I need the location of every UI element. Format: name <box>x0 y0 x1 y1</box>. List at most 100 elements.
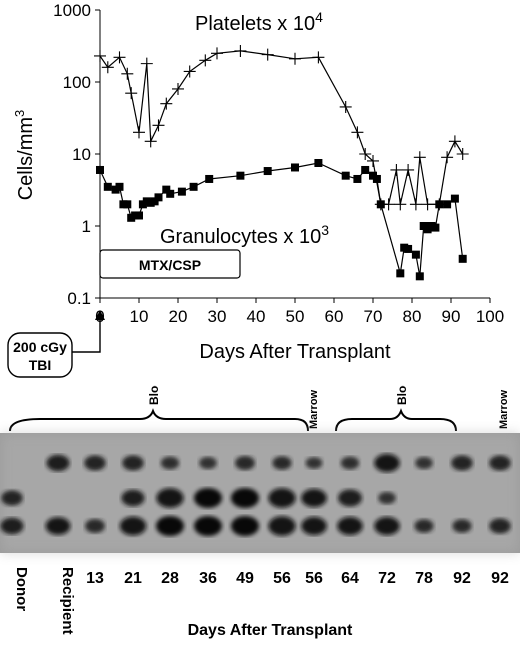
lane-label: 56 <box>305 570 323 587</box>
gel-band <box>268 516 296 536</box>
gel-band <box>1 490 23 506</box>
conditioning-label-line1: 200 cGy <box>13 339 67 355</box>
granulocyte-point <box>162 185 171 194</box>
lane-label: 21 <box>124 570 142 587</box>
gel-band <box>301 488 327 508</box>
gel-band <box>414 519 434 533</box>
gel-band <box>374 453 400 473</box>
gel-band <box>0 517 24 535</box>
gel-band <box>337 516 363 536</box>
lane-label: 49 <box>236 570 254 587</box>
blood-label-1: Blood <box>147 385 161 405</box>
platelet-point <box>113 51 126 64</box>
platelet-point <box>448 135 461 148</box>
gel-band <box>374 516 400 536</box>
platelet-point <box>339 100 352 113</box>
brace-blood-2 <box>335 408 457 432</box>
gel-band <box>272 456 292 470</box>
y-axis-label: Cells/mm3 <box>12 110 37 201</box>
gel-band <box>301 516 327 536</box>
granulocyte-point <box>96 165 104 174</box>
platelets-series-label: Platelets x 104 <box>195 9 323 35</box>
granulocyte-point <box>103 182 112 191</box>
conditioning-arrow <box>72 318 101 353</box>
x-tick-label: 10 <box>130 307 149 326</box>
platelet-point <box>441 151 454 164</box>
gel-band <box>85 519 105 533</box>
granulocyte-point <box>135 211 143 220</box>
granulocyte-point <box>154 193 163 202</box>
gel-band <box>160 456 180 470</box>
granulocyte-point <box>443 200 452 209</box>
gel-band <box>231 488 259 508</box>
y-ticks: 0.1 1 10 100 1000 <box>53 1 100 308</box>
granulocyte-point <box>341 171 350 180</box>
conditioning-box <box>7 332 73 378</box>
granulocyte-point <box>291 163 299 172</box>
gel-band <box>199 456 217 470</box>
top-label-blood-2: Blood <box>335 385 457 432</box>
granulocyte-point <box>450 194 459 203</box>
x-tick-label: 70 <box>364 307 383 326</box>
lane-label: 72 <box>378 570 396 587</box>
lane-label: Recipient <box>59 567 76 635</box>
marrow-label-2: Marrow <box>498 389 510 429</box>
platelet-point <box>421 198 434 211</box>
top-label-blood-1: Blood <box>9 385 309 432</box>
y-tick-label: 0.1 <box>67 289 91 308</box>
gel-band <box>451 455 473 471</box>
gel-panel: Blood Marrow Blood Marrow Donor Recipient… <box>0 385 520 639</box>
granulocyte-point <box>115 182 124 191</box>
lane-labels: Donor Recipient 13 21 28 36 49 56 56 64 72 78 92 92 <box>13 567 509 635</box>
x-tick-label: 60 <box>325 307 344 326</box>
granulocyte-point <box>123 200 132 209</box>
platelet-point <box>234 44 247 57</box>
lane-label: 13 <box>86 570 104 587</box>
x-tick-label: 40 <box>247 307 266 326</box>
treatment-box <box>99 249 241 279</box>
platelet-point <box>351 126 364 139</box>
series-layer <box>94 44 469 281</box>
y-tick-label: 1000 <box>53 1 91 20</box>
gel-band <box>231 516 259 536</box>
platelet-point <box>402 163 415 176</box>
lane-label: 92 <box>491 570 509 587</box>
gel-shading <box>0 433 520 553</box>
lane-label: 36 <box>199 570 217 587</box>
platelet-point <box>101 61 114 74</box>
platelet-point <box>94 49 106 62</box>
granulocyte-point <box>205 174 214 183</box>
x-tick-label: 90 <box>442 307 461 326</box>
gel-band <box>235 456 255 470</box>
granulocyte-point <box>376 200 385 209</box>
gel-band <box>45 517 71 535</box>
gel-band <box>84 455 106 471</box>
treatment-annotation: MTX/CSP <box>99 249 241 279</box>
y-tick-label: 1 <box>82 217 91 236</box>
y-tick-label: 100 <box>63 73 91 92</box>
granulocyte-point <box>353 174 362 183</box>
granulocyte-point <box>166 189 175 198</box>
platelet-point <box>160 97 173 110</box>
x-axis-label: Days After Transplant <box>199 341 391 363</box>
x-tick-label: 100 <box>476 307 504 326</box>
granulocytes-series-label: Granulocytes x 103 <box>160 222 329 248</box>
granulocyte-point <box>314 158 323 167</box>
conditioning-label-line2: TBI <box>29 357 52 373</box>
granulocyte-point <box>396 269 405 278</box>
granulocyte-point <box>404 244 413 253</box>
x-tick-label: 80 <box>403 307 422 326</box>
platelet-point <box>211 47 223 60</box>
conditioning-annotation: 200 cGy TBI <box>7 310 105 378</box>
lane-label: 92 <box>453 570 471 587</box>
lane-label: Donor <box>13 567 30 611</box>
gel-band <box>156 516 184 536</box>
platelet-point <box>456 148 469 160</box>
platelet-point <box>121 67 134 80</box>
platelet-point <box>390 163 403 176</box>
gel-band <box>46 454 70 472</box>
lane-label: 56 <box>273 570 291 587</box>
blood-label-2: Blood <box>395 385 409 405</box>
gel-band <box>338 489 362 507</box>
